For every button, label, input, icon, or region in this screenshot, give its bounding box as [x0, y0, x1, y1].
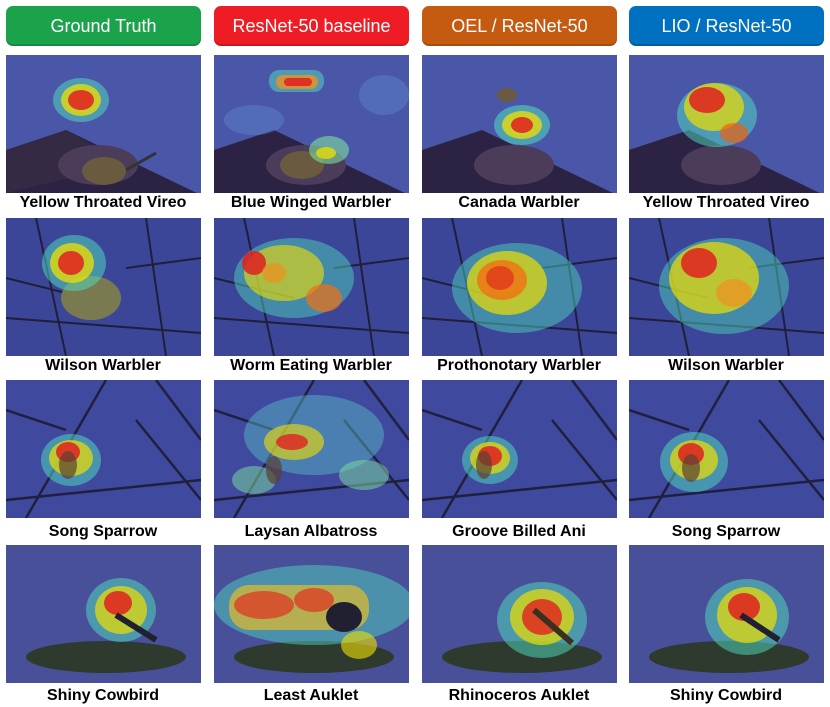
- caption-lio-row2: Wilson Warbler: [668, 357, 784, 374]
- image-gt-row4: [6, 545, 201, 683]
- caption-oel-row3: Groove Billed Ani: [452, 523, 586, 540]
- image-oel-row2: [422, 218, 617, 356]
- caption-gt-row4: Shiny Cowbird: [47, 687, 159, 704]
- caption-baseline-row4: Least Auklet: [263, 687, 359, 704]
- caption-oel-row4: Rhinoceros Auklet: [448, 687, 590, 704]
- image-baseline-row1: [214, 55, 409, 193]
- caption-baseline-row1: Blue Winged Warbler: [230, 194, 392, 211]
- header-resnet-baseline: ResNet-50 baseline: [214, 6, 409, 46]
- image-gt-row2: [6, 218, 201, 356]
- image-gt-row3: [6, 380, 201, 518]
- caption-baseline-row3: Laysan Albatross: [244, 523, 378, 540]
- caption-oel-row2: Prothonotary Warbler: [437, 357, 601, 374]
- caption-lio-row3: Song Sparrow: [671, 523, 781, 540]
- caption-gt-row2: Wilson Warbler: [45, 357, 161, 374]
- caption-gt-row3: Song Sparrow: [48, 523, 158, 540]
- image-baseline-row4: [214, 545, 409, 683]
- image-oel-row1: [422, 55, 617, 193]
- image-oel-row3: [422, 380, 617, 518]
- caption-baseline-row2: Worm Eating Warbler: [230, 357, 392, 374]
- image-baseline-row3: [214, 380, 409, 518]
- image-lio-row4: [629, 545, 824, 683]
- header-ground-truth: Ground Truth: [6, 6, 201, 46]
- caption-gt-row1: Yellow Throated Vireo: [19, 194, 187, 211]
- caption-lio-row1: Yellow Throated Vireo: [642, 194, 810, 211]
- header-lio-resnet: LIO / ResNet-50: [629, 6, 824, 46]
- image-gt-row1: [6, 55, 201, 193]
- header-oel-resnet: OEL / ResNet-50: [422, 6, 617, 46]
- image-lio-row2: [629, 218, 824, 356]
- caption-lio-row4: Shiny Cowbird: [670, 687, 782, 704]
- image-lio-row3: [629, 380, 824, 518]
- image-lio-row1: [629, 55, 824, 193]
- image-baseline-row2: [214, 218, 409, 356]
- image-oel-row4: [422, 545, 617, 683]
- caption-oel-row1: Canada Warbler: [458, 194, 580, 211]
